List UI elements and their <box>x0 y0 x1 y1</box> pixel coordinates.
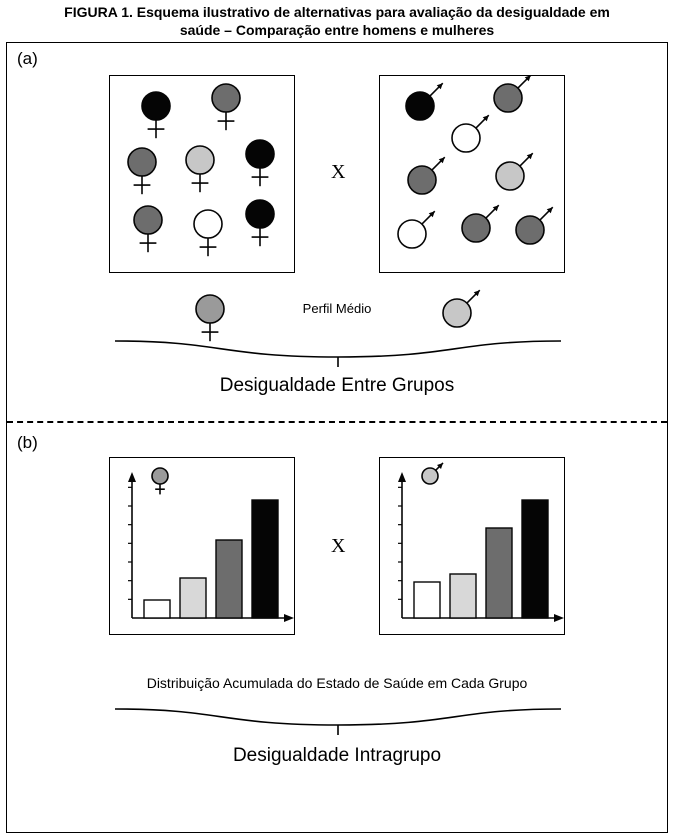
title-line-1: FIGURA 1. Esquema ilustrativo de alterna… <box>64 4 610 20</box>
brace-a-icon <box>111 337 565 373</box>
perfil-medio-caption: Perfil Médio <box>277 301 397 316</box>
panel-a-label: (a) <box>17 49 38 69</box>
female-group-svg <box>110 76 296 274</box>
intragrupo-caption: Desigualdade Intragrupo <box>167 745 507 767</box>
chart-left-svg <box>110 458 296 636</box>
panel-divider <box>7 421 667 423</box>
figure-title: FIGURA 1. Esquema ilustrativo de alterna… <box>0 4 674 39</box>
male-group-box <box>379 75 565 273</box>
between-groups-caption: Desigualdade Entre Grupos <box>167 375 507 397</box>
vs-symbol-b: X <box>331 535 345 558</box>
brace-b-icon <box>111 705 565 741</box>
distribution-caption: Distribuição Acumulada do Estado de Saúd… <box>87 675 587 691</box>
male-group-svg <box>380 76 566 274</box>
chart-right-box <box>379 457 565 635</box>
chart-left-box <box>109 457 295 635</box>
vs-symbol-a: X <box>331 161 345 184</box>
title-line-2: saúde – Comparação entre homens e mulher… <box>180 22 494 38</box>
chart-right-svg <box>380 458 566 636</box>
legend-male-icon <box>435 287 491 337</box>
figure-frame: (a) X Perfil Médio <box>6 42 668 833</box>
panel-b-label: (b) <box>17 433 38 453</box>
female-group-box <box>109 75 295 273</box>
